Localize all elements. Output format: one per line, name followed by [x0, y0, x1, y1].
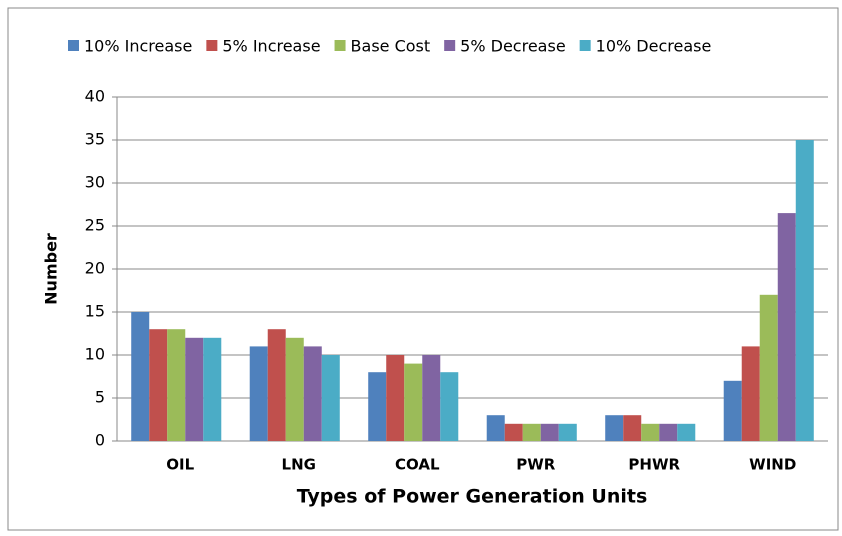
y-tick-label: 5	[95, 388, 105, 407]
bar	[404, 363, 423, 441]
bar	[285, 337, 304, 441]
legend-label: Base Cost	[351, 37, 431, 56]
bar	[386, 355, 405, 441]
bar	[203, 337, 222, 441]
legend-swatch	[206, 40, 218, 51]
bar	[486, 415, 505, 441]
bar	[440, 372, 459, 441]
y-tick-label: 15	[85, 302, 105, 321]
x-tick-label: PWR	[516, 456, 556, 474]
legend-swatch	[334, 40, 346, 51]
bar	[723, 380, 742, 441]
y-tick-label: 35	[85, 130, 105, 149]
y-tick-label: 20	[85, 259, 105, 278]
x-tick-label: COAL	[395, 456, 440, 474]
legend-label: 10% Increase	[84, 37, 192, 56]
bar	[540, 423, 559, 441]
x-axis-title: Types of Power Generation Units	[297, 486, 648, 508]
bar	[659, 423, 678, 441]
legend-swatch	[68, 40, 79, 51]
bar	[741, 346, 760, 441]
legend-label: 5% Increase	[222, 37, 320, 56]
x-tick-label: OIL	[166, 456, 194, 474]
bar	[677, 423, 696, 441]
bar	[641, 423, 660, 441]
bar	[623, 415, 642, 441]
bar	[149, 329, 168, 441]
y-tick-label: 40	[85, 87, 105, 106]
y-axis-title: Number	[42, 233, 61, 305]
bar	[131, 312, 150, 441]
legend-swatch	[444, 40, 456, 51]
bar	[795, 140, 814, 441]
x-tick-label: LNG	[282, 456, 316, 474]
bar	[777, 213, 796, 441]
y-tick-label: 30	[85, 173, 105, 192]
bar	[605, 415, 624, 441]
bar	[558, 423, 577, 441]
y-tick-label: 0	[95, 431, 105, 450]
bar	[321, 355, 340, 441]
bar	[249, 346, 268, 441]
bar	[167, 329, 186, 441]
bar	[504, 423, 523, 441]
bar	[267, 329, 286, 441]
y-tick-label: 10	[85, 345, 105, 364]
legend-label: 10% Decrease	[596, 37, 712, 56]
bar	[422, 355, 441, 441]
x-tick-label: PHWR	[628, 456, 680, 474]
legend-swatch	[579, 40, 591, 51]
y-tick-label: 25	[85, 216, 105, 235]
bar	[759, 294, 778, 441]
bar	[303, 346, 322, 441]
bar	[368, 372, 387, 441]
legend-label: 5% Decrease	[460, 37, 565, 56]
bar	[185, 337, 204, 441]
x-tick-label: WIND	[749, 456, 796, 474]
bar	[522, 423, 541, 441]
